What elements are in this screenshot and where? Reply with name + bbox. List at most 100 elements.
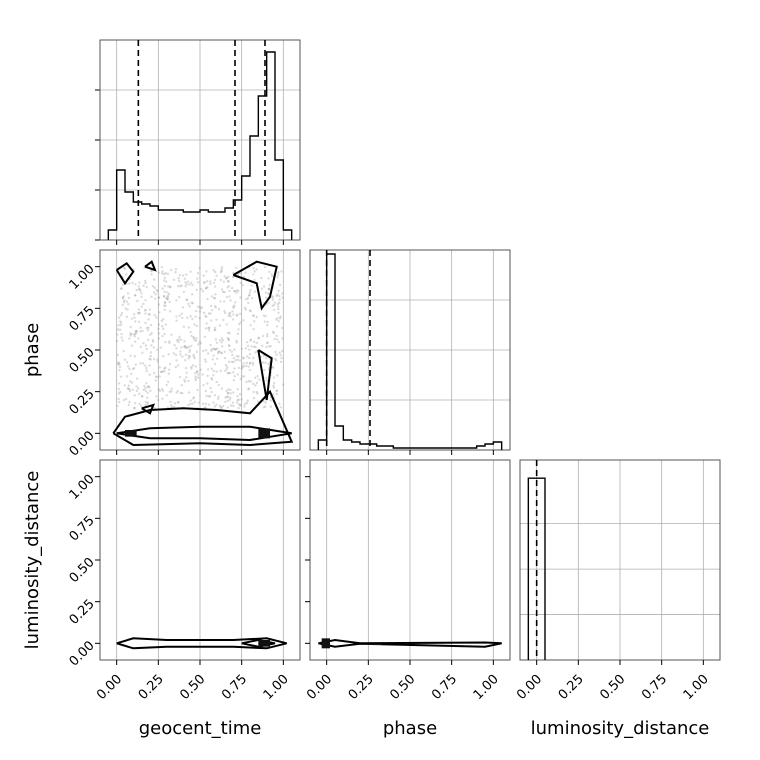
scatter-point xyxy=(239,403,242,407)
scatter-point xyxy=(196,305,200,308)
scatter-point xyxy=(248,309,252,312)
scatter-point xyxy=(147,326,150,329)
scatter-point xyxy=(163,301,167,304)
scatter-point xyxy=(231,318,235,321)
scatter-point xyxy=(187,391,191,394)
scatter-point xyxy=(188,355,191,358)
scatter-point xyxy=(209,343,212,347)
scatter-point xyxy=(179,338,183,341)
scatter-point xyxy=(150,332,153,335)
scatter-point xyxy=(200,306,204,309)
scatter-point xyxy=(205,270,208,273)
scatter-point xyxy=(116,361,120,364)
scatter-point xyxy=(151,285,155,288)
scatter-point xyxy=(149,389,152,393)
scatter-point xyxy=(135,389,139,393)
y-tick-label: 0.00 xyxy=(67,638,98,669)
x-axis-label-geocent-time: geocent_time xyxy=(139,718,262,739)
scatter-point xyxy=(183,277,187,281)
scatter-point xyxy=(123,299,126,302)
y-tick-label: 0.50 xyxy=(67,555,98,586)
scatter-point xyxy=(202,311,206,315)
scatter-point xyxy=(211,358,215,361)
scatter-point xyxy=(246,340,249,344)
scatter-point xyxy=(203,406,206,409)
scatter-point xyxy=(209,282,212,286)
scatter-point xyxy=(239,272,242,275)
scatter-point xyxy=(133,335,137,338)
scatter-point xyxy=(122,295,125,298)
scatter-point xyxy=(141,362,145,365)
scatter-point xyxy=(229,404,233,407)
scatter-point xyxy=(214,293,217,296)
scatter-point xyxy=(277,271,280,274)
scatter-point xyxy=(252,345,256,348)
scatter-point xyxy=(144,279,147,283)
scatter-point xyxy=(226,406,230,409)
scatter-point xyxy=(198,316,201,320)
scatter-point xyxy=(138,311,141,314)
scatter-point xyxy=(242,356,245,359)
scatter-point xyxy=(250,345,253,348)
scatter-point xyxy=(214,348,217,351)
scatter-point xyxy=(215,357,219,360)
scatter-point xyxy=(140,292,143,295)
scatter-point xyxy=(160,266,164,269)
scatter-point xyxy=(185,273,188,276)
scatter-point xyxy=(195,350,199,354)
scatter-point xyxy=(185,346,189,350)
scatter-point xyxy=(233,367,236,370)
scatter-point xyxy=(155,375,159,379)
scatter-point xyxy=(216,347,219,350)
scatter-point xyxy=(239,377,242,381)
scatter-point xyxy=(156,398,160,402)
density-contour xyxy=(141,403,155,415)
density-contour xyxy=(115,261,135,286)
scatter-point xyxy=(138,392,141,396)
scatter-point xyxy=(117,397,120,401)
scatter-point xyxy=(144,401,147,404)
scatter-point xyxy=(133,355,137,358)
scatter-point xyxy=(125,375,129,378)
scatter-point xyxy=(177,401,180,404)
scatter-point xyxy=(183,345,186,348)
scatter-point xyxy=(188,305,191,308)
scatter-point xyxy=(256,375,259,378)
scatter-point xyxy=(144,312,147,315)
y-axis-label-phase: phase xyxy=(22,323,43,377)
scatter-point xyxy=(165,280,168,283)
scatter-point xyxy=(157,296,160,299)
scatter-point xyxy=(120,312,124,315)
scatter-point xyxy=(247,356,251,360)
scatter-point xyxy=(142,284,145,287)
scatter-point xyxy=(144,403,147,407)
scatter-point xyxy=(210,367,213,370)
scatter-point xyxy=(204,348,208,352)
density-peak xyxy=(258,428,270,439)
scatter-point xyxy=(274,350,277,354)
scatter-point xyxy=(278,316,282,320)
scatter-point xyxy=(126,292,130,295)
scatter-point xyxy=(203,281,206,284)
scatter-point xyxy=(163,290,166,294)
scatter-point xyxy=(230,286,234,290)
pair-panel-phase-luminosity_distance: 0.00 0.25 0.50 0.75 1.00 xyxy=(304,459,511,703)
scatter-point xyxy=(178,314,182,317)
scatter-point xyxy=(210,390,213,394)
scatter-point xyxy=(231,353,234,357)
scatter-point xyxy=(182,290,186,294)
scatter-point xyxy=(156,360,159,363)
scatter-point xyxy=(245,401,249,405)
scatter-point xyxy=(252,267,255,270)
scatter-point xyxy=(190,344,193,348)
scatter-point xyxy=(221,290,225,293)
scatter-point xyxy=(196,271,200,275)
scatter-point xyxy=(175,299,178,302)
scatter-point xyxy=(233,304,236,307)
scatter-point xyxy=(255,390,258,394)
scatter-point xyxy=(269,344,273,348)
scatter-point xyxy=(244,364,248,368)
scatter-point xyxy=(193,400,197,403)
scatter-point xyxy=(196,388,199,392)
scatter-point xyxy=(228,371,232,375)
